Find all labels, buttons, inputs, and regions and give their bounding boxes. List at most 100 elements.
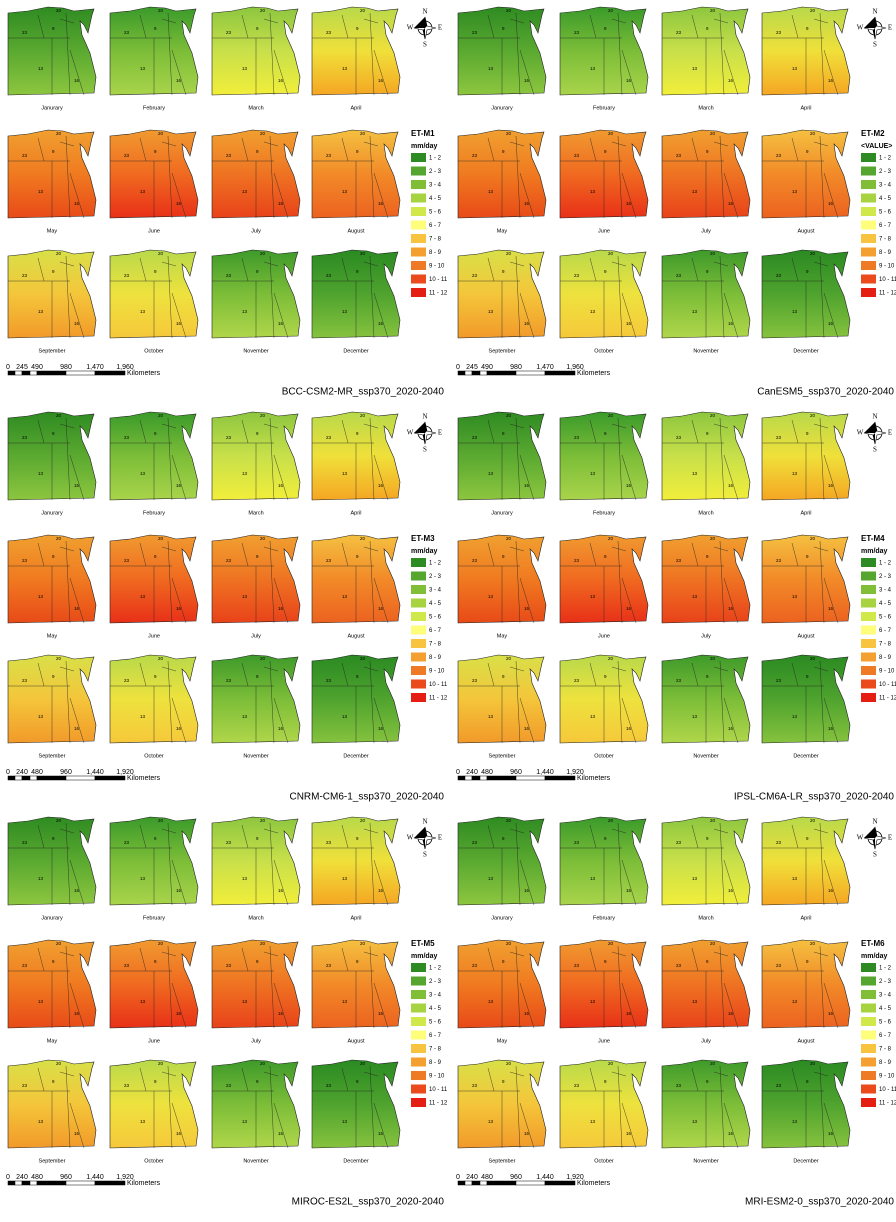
month-map: 202391316July: [662, 940, 750, 1044]
legend-label: 9 - 10: [879, 264, 895, 270]
legend-label: 3 - 4: [879, 993, 892, 999]
district-label: 13: [342, 309, 348, 314]
month-label: October: [594, 1158, 614, 1164]
district-label: 16: [524, 1011, 530, 1016]
district-label: 20: [158, 818, 164, 823]
scale-segment: [465, 371, 472, 375]
district-label: 16: [828, 321, 834, 326]
district-label: 13: [488, 66, 494, 71]
month-label: April: [350, 915, 361, 921]
district-label: 16: [378, 201, 384, 206]
district-label: 23: [574, 435, 580, 440]
legend-swatch: [861, 167, 876, 176]
district-label: 16: [828, 606, 834, 611]
district-label: 23: [226, 153, 232, 158]
month-map: 202391316December: [312, 655, 400, 759]
district-label: 23: [226, 30, 232, 35]
scale-segment: [545, 371, 575, 375]
scale-segment: [30, 776, 37, 780]
compass-letter: N: [872, 413, 877, 421]
compass-letter: N: [872, 818, 877, 826]
month-label: March: [698, 915, 713, 921]
district-label: 16: [176, 726, 182, 731]
district-label: 23: [22, 678, 28, 683]
legend-title: ET-M1: [411, 129, 435, 138]
district-label: 23: [22, 435, 28, 440]
legend-swatch: [411, 288, 426, 297]
panel: 202391316Janurary202391316February202391…: [6, 817, 448, 1208]
district-label: 20: [260, 818, 266, 823]
district-label: 13: [792, 876, 798, 881]
legend-swatch: [861, 248, 876, 257]
district-label: 20: [260, 536, 266, 541]
month-label: May: [497, 1038, 508, 1044]
month-map: 202391316April: [312, 817, 400, 921]
compass-letter: E: [888, 834, 892, 842]
compass-letter: W: [857, 24, 864, 32]
district-label: 23: [124, 1083, 130, 1088]
month-map: 202391316Janurary: [8, 412, 96, 516]
compass-letter: S: [423, 41, 427, 49]
district-label: 23: [124, 963, 130, 968]
legend-swatch: [411, 990, 426, 999]
panel: 202391316Janurary202391316February202391…: [456, 7, 896, 398]
district-label: 23: [326, 963, 332, 968]
legend-swatch: [411, 1004, 426, 1013]
district-label: 20: [158, 941, 164, 946]
district-label: 20: [506, 251, 512, 256]
district-label: 23: [676, 678, 682, 683]
month-map: 202391316August: [762, 940, 850, 1044]
district-label: 20: [360, 413, 366, 418]
district-label: 16: [74, 483, 80, 488]
district-label: 16: [728, 726, 734, 731]
district-label: 16: [176, 321, 182, 326]
district-label: 16: [524, 888, 530, 893]
legend-swatch: [411, 612, 426, 621]
compass-letter: E: [888, 429, 892, 437]
scale-label: 480: [481, 769, 493, 776]
district-label: 16: [74, 1011, 80, 1016]
district-label: 13: [140, 1119, 146, 1124]
district-label: 16: [524, 606, 530, 611]
month-label: November: [243, 1158, 269, 1164]
district-label: 16: [728, 483, 734, 488]
month-map: 202391316October: [560, 250, 648, 354]
legend-label: 1 - 2: [879, 156, 892, 162]
legend-label: 10 - 11: [879, 277, 896, 283]
district-label: 16: [176, 888, 182, 893]
district-label: 16: [278, 1131, 284, 1136]
legend-swatch: [861, 275, 876, 284]
district-label: 20: [608, 131, 614, 136]
legend-title: ET-M2: [861, 129, 885, 138]
district-label: 20: [608, 818, 614, 823]
month-label: November: [693, 753, 719, 759]
legend-swatch: [411, 1017, 426, 1026]
district-label: 13: [590, 1119, 596, 1124]
district-label: 13: [590, 471, 596, 476]
legend-label: 10 - 11: [429, 1087, 448, 1093]
district-label: 20: [608, 251, 614, 256]
compass-letter: N: [422, 8, 427, 16]
district-label: 16: [74, 1131, 80, 1136]
month-map: 202391316April: [312, 7, 400, 111]
month-label: October: [594, 348, 614, 354]
district-label: 23: [776, 435, 782, 440]
district-label: 16: [74, 726, 80, 731]
month-label: May: [47, 228, 58, 234]
legend-swatch: [411, 653, 426, 662]
district-label: 16: [626, 606, 632, 611]
district-label: 13: [140, 189, 146, 194]
legend-label: 5 - 6: [879, 210, 892, 216]
district-label: 23: [22, 840, 28, 845]
scale-label: 960: [510, 1174, 522, 1181]
month-map: 202391316July: [662, 535, 750, 639]
month-label: October: [144, 348, 164, 354]
district-label: 23: [472, 840, 478, 845]
legend-label: 11 - 12: [879, 291, 896, 297]
legend-label: 7 - 8: [879, 1047, 892, 1053]
district-label: 23: [472, 558, 478, 563]
scale-segment: [30, 371, 37, 375]
district-label: 13: [692, 876, 698, 881]
district-label: 23: [326, 435, 332, 440]
district-label: 20: [56, 251, 62, 256]
